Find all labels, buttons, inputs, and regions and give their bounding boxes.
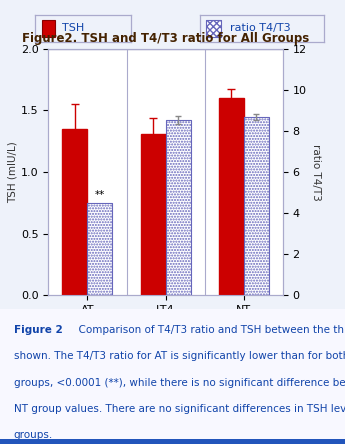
Bar [206,20,221,37]
Bar [87,203,112,295]
Bar [140,134,166,295]
Bar [42,20,55,37]
Bar [62,129,87,295]
Text: ratio T4/T3: ratio T4/T3 [230,24,290,33]
Text: Figure 2: Figure 2 [14,325,62,335]
Text: **: ** [95,190,105,200]
Bar [166,120,191,295]
Text: Comparison of T4/T3 ratio and TSH between the three groups is: Comparison of T4/T3 ratio and TSH betwee… [72,325,345,335]
Bar [219,98,244,295]
Text: TSH: TSH [61,24,84,33]
Text: groups.: groups. [14,431,53,440]
Bar [166,120,191,295]
Bar [206,20,221,37]
Text: groups, <0.0001 (**), while there is no significant difference between LT4 and: groups, <0.0001 (**), while there is no … [14,378,345,388]
Bar [244,117,269,295]
Y-axis label: ratio T4/T3: ratio T4/T3 [310,144,321,200]
Bar [87,203,112,295]
Text: NT group values. There are no significant differences in TSH levels between: NT group values. There are no significan… [14,404,345,414]
Title: Figure2. TSH and T4/T3 ratio for All Groups: Figure2. TSH and T4/T3 ratio for All Gro… [22,32,309,45]
Text: shown. The T4/T3 ratio for AT is significantly lower than for both LT4 and NT: shown. The T4/T3 ratio for AT is signifi… [14,351,345,361]
Bar [244,117,269,295]
X-axis label: Treatment: Treatment [135,321,196,333]
Y-axis label: TSH (mIU/L): TSH (mIU/L) [8,141,18,203]
